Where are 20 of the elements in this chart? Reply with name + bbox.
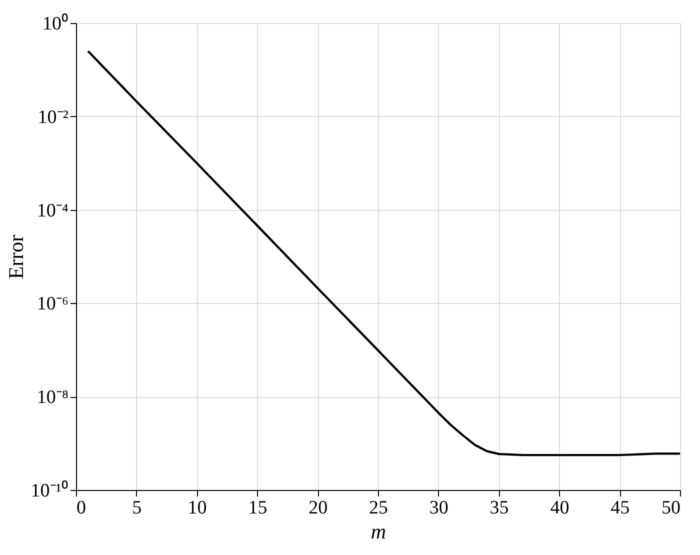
y-tick-label: 10⁻⁶ xyxy=(36,294,68,315)
x-tick-label: 0 xyxy=(76,498,86,518)
y-tick-label: 10⁻¹⁰ xyxy=(30,480,68,502)
y-tick-label: 10⁻⁸ xyxy=(36,387,68,408)
y-tick-label: 10⁰ xyxy=(42,12,68,34)
x-tick-label: 20 xyxy=(308,498,328,518)
line-series xyxy=(86,50,682,456)
y-tick-label: 10⁻² xyxy=(38,106,69,128)
x-tick-label: 5 xyxy=(132,498,142,518)
x-tick-label: 40 xyxy=(550,498,570,518)
x-tick-label: 15 xyxy=(248,498,268,518)
x-tick-label: 25 xyxy=(369,498,388,518)
y-tick-label: 10⁻⁴ xyxy=(36,200,69,222)
x-tick-label: 50 xyxy=(662,498,680,518)
x-tick-label: 10 xyxy=(188,498,207,518)
x-tick-label: 45 xyxy=(610,498,630,518)
x-tick-label: 30 xyxy=(429,498,448,518)
y-axis-title: Error xyxy=(4,234,28,280)
x-tick-label: 35 xyxy=(490,498,509,518)
x-axis-title: m xyxy=(370,520,386,544)
